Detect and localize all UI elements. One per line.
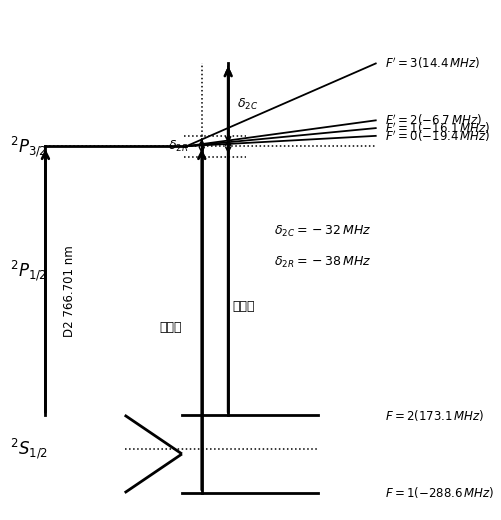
Text: $F^\prime=1(-16.1\,MHz)$: $F^\prime=1(-16.1\,MHz)$ bbox=[384, 120, 489, 136]
Text: 冷却光: 冷却光 bbox=[232, 300, 255, 313]
Text: $F=2(173.1\,MHz)$: $F=2(173.1\,MHz)$ bbox=[384, 408, 483, 423]
Text: 泵浦光: 泵浦光 bbox=[159, 321, 182, 334]
Text: $\delta_{2C}=-32\,MHz$: $\delta_{2C}=-32\,MHz$ bbox=[274, 224, 371, 239]
Text: $\delta_{2R}$: $\delta_{2R}$ bbox=[168, 139, 188, 154]
Text: $\delta_{2C}$: $\delta_{2C}$ bbox=[236, 97, 258, 112]
Text: $F^\prime=2(-6.7\,MHz)$: $F^\prime=2(-6.7\,MHz)$ bbox=[384, 113, 480, 128]
Text: $F=1(-288.6\,MHz)$: $F=1(-288.6\,MHz)$ bbox=[384, 485, 493, 500]
Text: $F^\prime=3(14.4\,MHz)$: $F^\prime=3(14.4\,MHz)$ bbox=[384, 56, 479, 71]
Text: $^2P_{3/2}$: $^2P_{3/2}$ bbox=[10, 134, 48, 159]
Text: $F^\prime=0(-19.4\,MHz)$: $F^\prime=0(-19.4\,MHz)$ bbox=[384, 128, 489, 144]
Text: $\delta_{2R}=-38\,MHz$: $\delta_{2R}=-38\,MHz$ bbox=[274, 255, 371, 270]
Text: D2 766.701 nm: D2 766.701 nm bbox=[63, 245, 76, 337]
Text: $^2P_{1/2}$: $^2P_{1/2}$ bbox=[10, 258, 48, 283]
Text: $^2S_{1/2}$: $^2S_{1/2}$ bbox=[10, 436, 48, 461]
